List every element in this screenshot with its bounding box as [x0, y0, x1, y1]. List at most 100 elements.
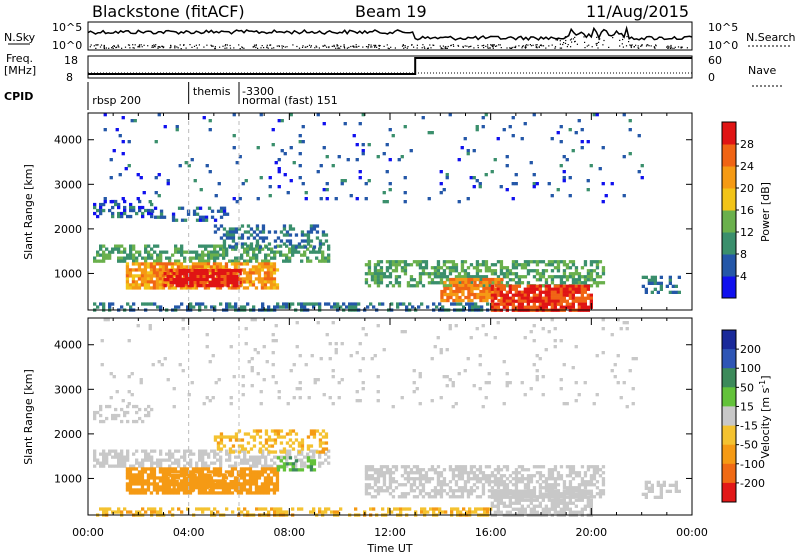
heatmap-cell	[211, 396, 215, 400]
heatmap-cell	[355, 143, 359, 147]
nsearch-dot	[179, 44, 181, 46]
heatmap-cell	[674, 486, 678, 490]
heatmap-cell	[487, 495, 492, 499]
nsearch-dot	[185, 47, 187, 49]
heatmap-cell	[430, 278, 435, 282]
heatmap-cell	[156, 305, 160, 309]
heatmap-cell	[309, 227, 314, 231]
heatmap-cell	[292, 396, 296, 400]
heatmap-cell	[559, 492, 563, 496]
heatmap-cell	[449, 277, 453, 282]
heatmap-cell	[436, 281, 441, 285]
heatmap-cell	[214, 486, 218, 490]
heatmap-cell	[538, 272, 543, 276]
heatmap-cell	[203, 491, 208, 495]
heatmap-cell	[187, 284, 191, 288]
heatmap-cell	[244, 179, 248, 183]
nsearch-dot	[308, 44, 311, 46]
heatmap-cell	[168, 259, 172, 263]
heatmap-cell	[571, 287, 575, 291]
nsearch-dot	[539, 44, 541, 46]
heatmap-cell	[312, 429, 317, 433]
heatmap-cell	[388, 188, 392, 192]
heatmap-cell	[167, 262, 172, 266]
heatmap-cell	[300, 253, 304, 257]
heatmap-cell	[120, 419, 124, 424]
heatmap-cell	[553, 477, 558, 481]
heatmap-cell	[529, 387, 533, 391]
heatmap-cell	[580, 305, 584, 309]
heatmap-cell	[490, 272, 495, 276]
heatmap-cell	[565, 489, 570, 493]
heatmap-cell	[147, 250, 151, 254]
heatmap-cell	[261, 305, 265, 309]
heatmap-cell	[553, 260, 558, 264]
heatmap-cell	[239, 476, 244, 480]
heatmap-cell	[650, 486, 654, 490]
heatmap-cell	[175, 125, 179, 129]
heatmap-cell	[439, 495, 444, 499]
heatmap-cell	[102, 507, 106, 511]
heatmap-cell	[264, 432, 269, 436]
heatmap-cell	[202, 402, 206, 406]
heatmap-cell	[460, 266, 465, 270]
heatmap-cell	[198, 218, 203, 222]
heatmap-cell	[502, 266, 507, 270]
heatmap-cell	[219, 236, 224, 240]
heatmap-cell	[172, 272, 176, 276]
heatmap-cell	[494, 280, 498, 285]
heatmap-cell	[174, 244, 178, 248]
heatmap-cell	[120, 250, 124, 254]
heatmap-cell	[541, 465, 546, 469]
heatmap-cell	[263, 283, 268, 287]
heatmap-cell	[121, 152, 125, 156]
heatmap-cell	[202, 272, 206, 276]
heatmap-cell	[288, 256, 292, 260]
heatmap-cell	[234, 305, 238, 309]
heatmap-cell	[547, 471, 552, 475]
heatmap-cell	[232, 269, 236, 273]
nsearch-dot	[310, 46, 312, 48]
heatmap-cell	[114, 413, 118, 418]
heatmap-cell	[223, 483, 227, 487]
heatmap-cell	[541, 507, 545, 511]
heatmap-cell	[565, 287, 569, 291]
heatmap-cell	[526, 492, 530, 496]
heatmap-cell	[231, 233, 236, 237]
heatmap-cell	[271, 339, 275, 343]
heatmap-cell	[460, 260, 465, 264]
heatmap-cell	[481, 260, 486, 264]
heatmap-cell	[155, 283, 160, 287]
heatmap-cell	[486, 507, 490, 511]
heatmap-cell	[379, 465, 384, 469]
heatmap-cell	[255, 242, 260, 246]
heatmap-cell	[274, 324, 278, 328]
heatmap-cell	[559, 296, 563, 300]
heatmap-cell	[200, 488, 205, 492]
heatmap-cell	[568, 266, 573, 270]
heatmap-cell	[592, 483, 597, 487]
heatmap-cell	[240, 256, 244, 260]
heatmap-cell	[403, 269, 408, 273]
heatmap-cell	[571, 477, 576, 481]
heatmap-cell	[547, 290, 551, 294]
nsearch-dot	[133, 47, 135, 49]
heatmap-cell	[547, 468, 552, 472]
heatmap-cell	[520, 302, 524, 306]
heatmap-cell	[255, 432, 260, 436]
heatmap-cell	[117, 458, 121, 462]
heatmap-cell	[430, 131, 434, 135]
heatmap-cell	[532, 113, 536, 117]
heatmap-cell	[451, 263, 456, 267]
heatmap-cell	[580, 296, 584, 300]
heatmap-cell	[175, 269, 179, 273]
heatmap-cell	[252, 461, 256, 465]
nsearch-dot	[450, 44, 452, 46]
nsearch-dot	[322, 45, 324, 47]
heatmap-cell	[197, 470, 202, 474]
heatmap-cell	[200, 470, 205, 474]
heatmap-cell	[586, 483, 591, 487]
heatmap-cell	[448, 269, 453, 273]
heatmap-cell	[246, 458, 250, 462]
